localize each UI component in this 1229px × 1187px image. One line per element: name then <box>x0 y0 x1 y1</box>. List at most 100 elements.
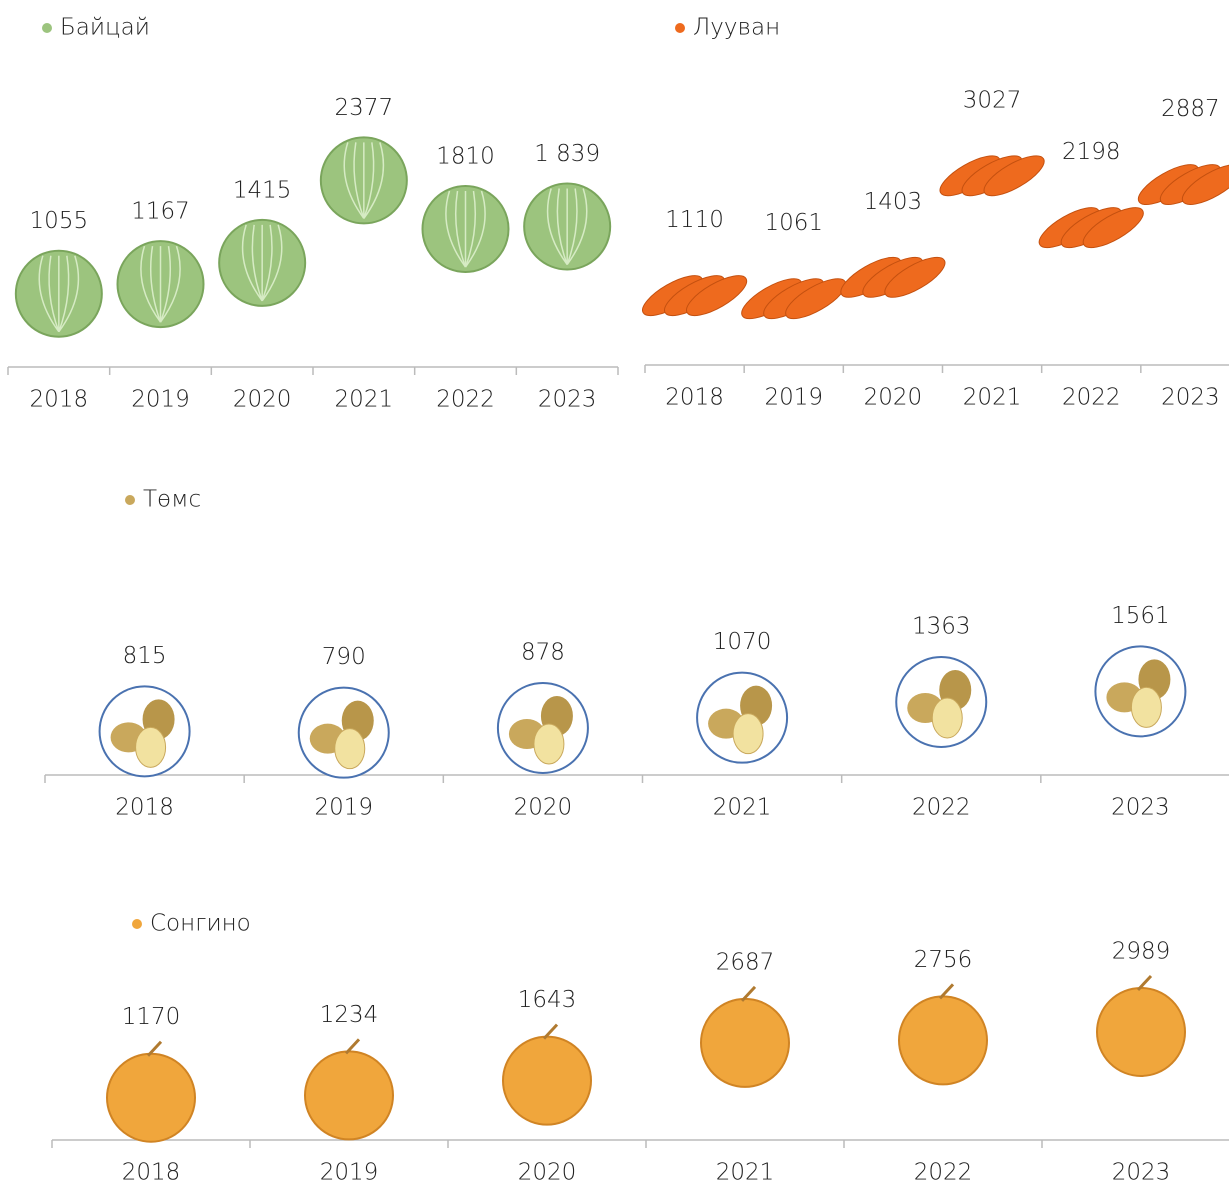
marker <box>502 1023 592 1126</box>
onion-stem <box>146 1040 163 1057</box>
x-tick-label: 2019 <box>764 385 823 411</box>
x-tick-label: 2021 <box>713 795 772 821</box>
leaf-vein <box>251 224 263 302</box>
marker <box>297 686 390 779</box>
x-tick-label: 2020 <box>233 387 292 413</box>
data-label: 1070 <box>713 629 772 655</box>
carrot <box>1082 207 1144 249</box>
x-tick-label: 2018 <box>115 795 174 821</box>
onion-stem <box>542 1023 559 1040</box>
x-tick-label: 2019 <box>320 1160 379 1186</box>
data-label: 1415 <box>233 177 292 203</box>
marker <box>642 275 748 317</box>
legend-icon <box>42 23 52 33</box>
onion-stem <box>1136 974 1153 991</box>
leaf-vein <box>343 142 365 219</box>
data-label: 2989 <box>1112 938 1171 964</box>
marker <box>1096 974 1186 1077</box>
leaf-vein <box>261 224 273 302</box>
marker <box>840 256 946 298</box>
data-label: 1363 <box>912 613 971 639</box>
marker <box>14 249 103 338</box>
potato-half <box>334 728 366 770</box>
marker <box>421 185 510 273</box>
marker <box>939 155 1045 197</box>
onion <box>502 1035 592 1126</box>
data-label: 1055 <box>30 208 89 234</box>
x-tick-label: 2022 <box>1062 385 1121 411</box>
x-tick-label: 2023 <box>1111 795 1170 821</box>
legend-label: Сонгино <box>150 911 251 937</box>
legend-icon <box>132 919 142 929</box>
leaf-vein <box>363 142 385 219</box>
onion <box>898 995 988 1086</box>
x-tick-label: 2021 <box>963 385 1022 411</box>
onion <box>700 997 790 1088</box>
x-tick-label: 2022 <box>436 387 495 413</box>
data-label: 1167 <box>131 199 190 225</box>
onion <box>304 1050 394 1141</box>
marker <box>895 655 988 748</box>
x-tick-label: 2018 <box>122 1160 181 1186</box>
marker <box>898 983 988 1086</box>
data-label: 1403 <box>864 189 923 215</box>
data-label: 1 839 <box>534 141 600 167</box>
data-label: 1110 <box>665 207 724 233</box>
carrot <box>983 155 1045 197</box>
marker <box>116 240 205 329</box>
x-tick-label: 2023 <box>1112 1160 1171 1186</box>
x-tick-label: 2018 <box>30 387 89 413</box>
marker <box>523 182 612 271</box>
x-tick-label: 2023 <box>538 387 597 413</box>
onion <box>106 1052 196 1143</box>
data-label: 790 <box>322 644 366 670</box>
x-tick-label: 2021 <box>335 387 394 413</box>
onion <box>1096 986 1186 1077</box>
marker <box>98 685 191 778</box>
x-tick-label: 2023 <box>1161 385 1220 411</box>
x-tick-label: 2020 <box>514 795 573 821</box>
marker <box>106 1040 196 1143</box>
legend-icon <box>125 495 135 505</box>
data-label: 1234 <box>320 1002 379 1028</box>
marker <box>1038 207 1144 249</box>
x-tick-label: 2021 <box>716 1160 775 1186</box>
data-label: 2198 <box>1062 139 1121 165</box>
leaf-vein <box>38 255 60 333</box>
potato-half <box>533 723 565 765</box>
onion-stem <box>740 985 757 1002</box>
leaf-vein <box>566 188 578 265</box>
potato-half <box>931 697 963 739</box>
leaf-vein <box>566 188 588 265</box>
marker <box>741 278 847 320</box>
leaf-vein <box>48 255 60 332</box>
marker <box>218 218 307 307</box>
data-label: 1561 <box>1111 603 1170 629</box>
data-label: 3027 <box>963 87 1022 113</box>
potato-half <box>135 726 167 768</box>
leaf-vein <box>546 188 568 265</box>
data-label: 878 <box>521 639 565 665</box>
potato-half <box>732 713 764 755</box>
leaf-vein <box>464 190 477 268</box>
marker <box>1094 645 1187 738</box>
onion-stem <box>938 983 955 1000</box>
leaf-vein <box>159 245 172 323</box>
legend-label: Байцай <box>60 15 150 41</box>
marker <box>696 671 789 764</box>
leaf-vein <box>556 188 568 265</box>
data-label: 1061 <box>764 210 823 236</box>
legend-label: Лууван <box>693 15 780 41</box>
data-label: 1643 <box>518 987 577 1013</box>
leaf-vein <box>159 245 181 323</box>
x-tick-label: 2018 <box>665 385 724 411</box>
leaf-vein <box>454 190 467 268</box>
leaf-vein <box>140 245 162 323</box>
x-tick-label: 2020 <box>864 385 923 411</box>
leaf-vein <box>58 255 70 332</box>
data-label: 2687 <box>716 949 775 975</box>
data-label: 1170 <box>122 1004 181 1030</box>
data-label: 2756 <box>914 947 973 973</box>
potato-half <box>1130 686 1162 728</box>
x-tick-label: 2020 <box>518 1160 577 1186</box>
